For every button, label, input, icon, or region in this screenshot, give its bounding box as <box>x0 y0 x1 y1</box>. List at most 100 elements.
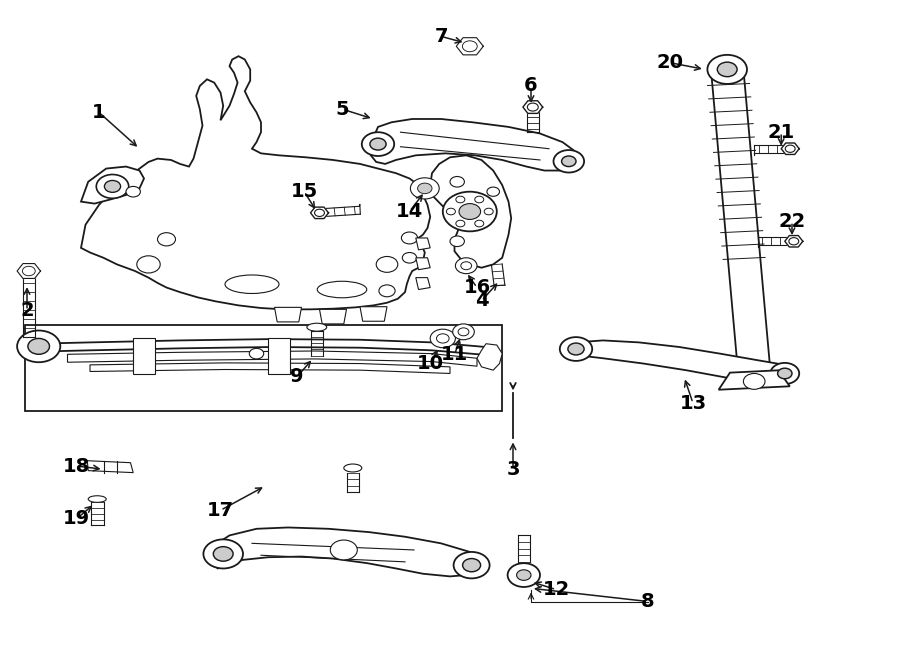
Circle shape <box>96 175 129 198</box>
Polygon shape <box>416 258 430 270</box>
Polygon shape <box>81 56 430 309</box>
Ellipse shape <box>307 323 327 331</box>
Circle shape <box>560 337 592 361</box>
Circle shape <box>126 186 140 197</box>
Text: 8: 8 <box>641 592 655 611</box>
Circle shape <box>778 368 792 379</box>
Circle shape <box>362 132 394 156</box>
Polygon shape <box>523 100 543 114</box>
Circle shape <box>410 178 439 199</box>
Circle shape <box>463 559 481 572</box>
Text: 17: 17 <box>207 501 234 520</box>
Circle shape <box>463 41 477 52</box>
Text: 12: 12 <box>543 580 570 599</box>
Circle shape <box>458 328 469 336</box>
Ellipse shape <box>344 464 362 472</box>
Text: 18: 18 <box>63 457 90 475</box>
Polygon shape <box>572 340 794 385</box>
Circle shape <box>249 348 264 359</box>
Circle shape <box>137 256 160 273</box>
Circle shape <box>158 233 176 246</box>
Text: 15: 15 <box>291 182 318 201</box>
Circle shape <box>17 330 60 362</box>
Circle shape <box>402 253 417 263</box>
Circle shape <box>453 324 474 340</box>
Polygon shape <box>360 307 387 321</box>
Ellipse shape <box>225 275 279 293</box>
Circle shape <box>436 334 449 343</box>
Polygon shape <box>371 119 576 171</box>
Polygon shape <box>416 238 430 250</box>
Polygon shape <box>718 370 790 390</box>
Circle shape <box>455 258 477 274</box>
Circle shape <box>743 373 765 389</box>
Text: 4: 4 <box>474 292 489 310</box>
Polygon shape <box>320 309 346 324</box>
Circle shape <box>450 236 464 247</box>
Circle shape <box>22 266 35 276</box>
Circle shape <box>707 55 747 84</box>
Circle shape <box>554 150 584 173</box>
Circle shape <box>28 338 50 354</box>
Circle shape <box>213 547 233 561</box>
Circle shape <box>418 183 432 194</box>
Circle shape <box>770 363 799 384</box>
Polygon shape <box>785 235 803 247</box>
Circle shape <box>454 552 490 578</box>
Polygon shape <box>36 339 490 360</box>
Text: 20: 20 <box>657 54 684 72</box>
Circle shape <box>487 187 500 196</box>
Circle shape <box>459 204 481 219</box>
Text: 5: 5 <box>335 100 349 118</box>
Circle shape <box>568 343 584 355</box>
Text: 13: 13 <box>680 394 706 412</box>
Polygon shape <box>17 264 40 278</box>
Polygon shape <box>477 344 502 370</box>
Circle shape <box>484 208 493 215</box>
Circle shape <box>508 563 540 587</box>
Circle shape <box>717 62 737 77</box>
Text: 16: 16 <box>464 278 490 297</box>
Circle shape <box>430 329 455 348</box>
Text: 3: 3 <box>506 460 520 479</box>
Circle shape <box>443 192 497 231</box>
Circle shape <box>104 180 121 192</box>
Circle shape <box>456 196 465 203</box>
Text: 7: 7 <box>434 27 448 46</box>
Text: 9: 9 <box>290 368 304 386</box>
Circle shape <box>379 285 395 297</box>
Text: 14: 14 <box>396 202 423 221</box>
Polygon shape <box>711 69 770 372</box>
Polygon shape <box>456 38 483 55</box>
Polygon shape <box>90 363 450 373</box>
Circle shape <box>788 238 799 245</box>
Circle shape <box>475 196 484 203</box>
Circle shape <box>330 540 357 560</box>
Circle shape <box>370 138 386 150</box>
Circle shape <box>517 570 531 580</box>
Circle shape <box>315 209 324 216</box>
Text: 22: 22 <box>778 212 806 231</box>
Circle shape <box>203 539 243 568</box>
Ellipse shape <box>88 496 106 502</box>
Circle shape <box>450 176 464 187</box>
Text: 10: 10 <box>417 354 444 373</box>
Circle shape <box>376 256 398 272</box>
Bar <box>268 338 290 374</box>
Polygon shape <box>310 207 328 219</box>
Circle shape <box>475 220 484 227</box>
Text: 2: 2 <box>20 301 34 320</box>
Circle shape <box>785 145 796 153</box>
Text: 1: 1 <box>92 103 106 122</box>
Polygon shape <box>274 307 302 322</box>
Polygon shape <box>81 167 144 204</box>
Circle shape <box>562 156 576 167</box>
Circle shape <box>461 262 472 270</box>
Text: 6: 6 <box>524 77 538 95</box>
Circle shape <box>527 103 538 111</box>
Polygon shape <box>430 155 511 268</box>
Circle shape <box>456 220 465 227</box>
Polygon shape <box>416 278 430 290</box>
Circle shape <box>446 208 455 215</box>
Polygon shape <box>68 351 477 366</box>
